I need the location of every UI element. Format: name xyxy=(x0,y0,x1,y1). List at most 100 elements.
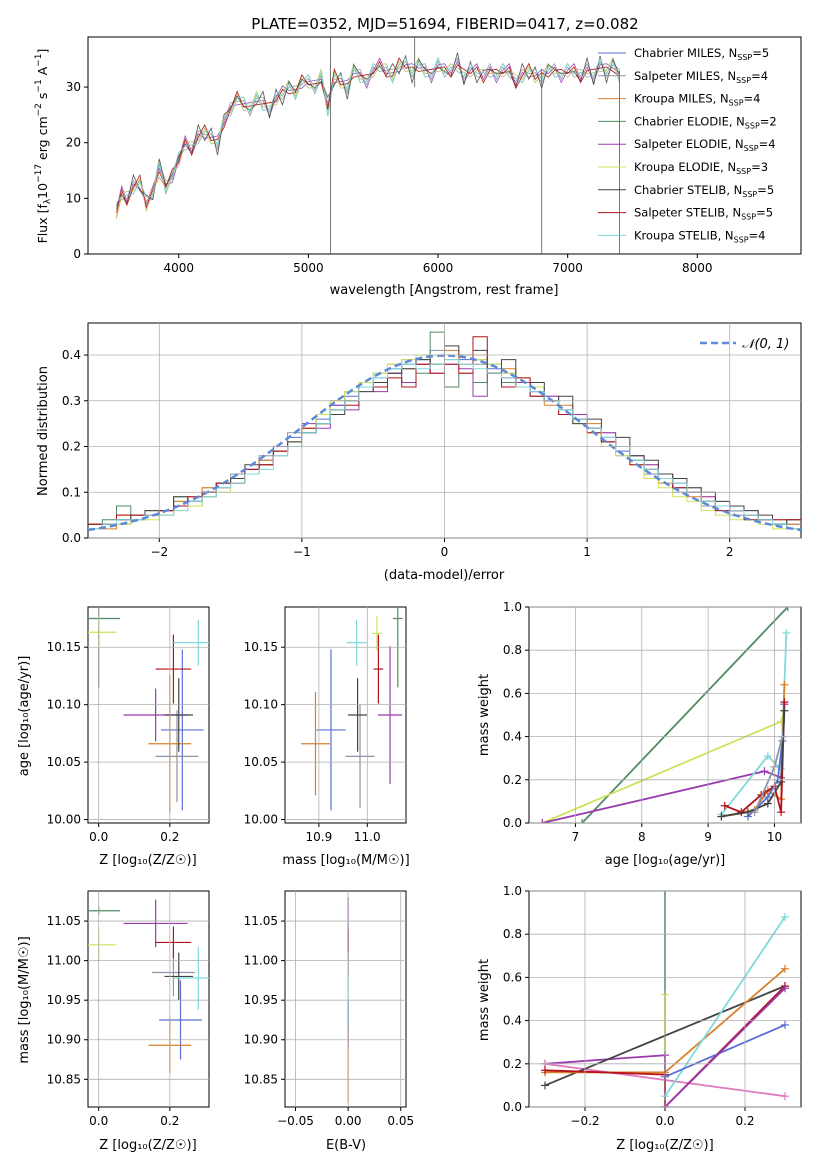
y-tick-label: 10.05 xyxy=(47,755,81,769)
y-tick-label: 0.2 xyxy=(503,773,522,787)
age-vs-z-panel: 0.0 0.2 10.00 10.05 10.10 10.15 Z [log₁₀(Z/Z☉… xyxy=(17,606,210,868)
x-tick-label: −0.2 xyxy=(570,1114,599,1128)
legend-sub: SSP xyxy=(729,99,744,108)
y-tick-label: 10.95 xyxy=(244,993,278,1007)
y-tick-label: 11.00 xyxy=(244,954,278,968)
age-mass-frame xyxy=(284,606,407,824)
y-tick-label: 0.4 xyxy=(503,730,522,744)
legend-entry: Salpeter STELIB, NSSP=5 xyxy=(634,206,773,222)
x-tick-label: 0.0 xyxy=(89,830,108,844)
x-tick-label: 0.0 xyxy=(89,1114,108,1128)
y-tick-label: 0 xyxy=(73,247,81,261)
spectrum-legend: Chabrier MILES, NSSP=5 Salpeter MILES, NS… xyxy=(598,46,777,244)
mass-ebv-xlabel: E(B-V) xyxy=(326,1138,366,1153)
x-tick-label: −0.05 xyxy=(277,1114,314,1128)
y-tick-label: 30 xyxy=(66,80,81,94)
age-vs-mass-panel: 10.9 11.0 10.00 10.05 10.10 10.15 mass [log₁₀… xyxy=(244,606,410,868)
age-mass-axes: 10.9 11.0 10.00 10.05 10.10 10.15 xyxy=(244,607,406,844)
y-tick-label: 0.6 xyxy=(503,970,522,984)
spectrum-line xyxy=(116,57,620,217)
y-tick-label: 0.2 xyxy=(503,1057,522,1071)
y-tick-label: 1.0 xyxy=(503,600,522,614)
x-tick-label: 1 xyxy=(583,545,591,559)
spectrum-line xyxy=(116,56,620,204)
x-tick-label: 2 xyxy=(726,545,734,559)
x-tick-label: 7 xyxy=(572,830,580,844)
residual-xlabel: (data-model)/error xyxy=(384,568,505,583)
residual-panel: −2 −1 0 1 2 0.0 0.1 0.2 0.3 0.4 (data-model)/erro… xyxy=(36,322,802,583)
weight-line xyxy=(664,987,786,1107)
weight-line xyxy=(581,607,789,823)
x-tick-label: 8000 xyxy=(682,261,713,275)
x-tick-label: 8 xyxy=(638,830,646,844)
x-tick-label: 0.2 xyxy=(735,1114,754,1128)
legend-entry: Kroupa STELIB, NSSP=4 xyxy=(634,228,765,244)
spectrum-frame xyxy=(87,36,802,255)
y-tick-label: 0.4 xyxy=(62,348,81,362)
y-tick-label: 0.2 xyxy=(62,440,81,454)
mass-ebv-axes: −0.05 0.00 0.05 10.85 10.90 10.95 11.00 11.05 xyxy=(244,891,414,1128)
spectrum-axes: 4000 5000 6000 7000 8000 0 10 20 30 xyxy=(66,80,713,275)
legend-n: =3 xyxy=(751,160,768,174)
weight-z-ylabel: mass weight xyxy=(477,959,492,1041)
legend-entry: Salpeter MILES, NSSP=4 xyxy=(634,69,768,85)
y-tick-label: 0.6 xyxy=(503,686,522,700)
age-z-axes: 0.0 0.2 10.00 10.05 10.10 10.15 xyxy=(47,607,209,844)
weight-age-ylabel: mass weight xyxy=(477,674,492,756)
spectrum-line xyxy=(116,57,620,210)
y-tick-label: 10.15 xyxy=(47,640,81,654)
x-tick-label: 9 xyxy=(704,830,712,844)
weight-line xyxy=(544,1054,666,1107)
x-tick-label: 10.9 xyxy=(306,830,333,844)
legend-entry: Salpeter ELODIE, NSSP=4 xyxy=(634,137,776,153)
weight-line xyxy=(721,684,786,818)
legend-sub: SSP xyxy=(741,213,756,222)
age-z-plot-area xyxy=(88,607,209,813)
y-tick-label: 0.0 xyxy=(62,531,81,545)
age-z-frame xyxy=(87,606,210,824)
y-tick-label: 0.4 xyxy=(503,1014,522,1028)
spectrum-ylabel: Flux [fλ10−17 erg cm−2 s−1 A−1] xyxy=(34,49,53,244)
y-tick-label: 11.00 xyxy=(47,954,81,968)
x-tick-label: 0.00 xyxy=(335,1114,362,1128)
mass-z-frame xyxy=(87,890,210,1108)
gaussian-legend-label: 𝒩(0, 1) xyxy=(742,337,789,352)
x-tick-label: 0.0 xyxy=(655,1114,674,1128)
spectrum-line xyxy=(116,57,620,207)
x-tick-label: 0.05 xyxy=(387,1114,414,1128)
x-tick-label: 0 xyxy=(441,545,449,559)
x-tick-label: −2 xyxy=(150,545,168,559)
legend-n: =4 xyxy=(744,92,761,106)
mass-vs-z-panel: 0.0 0.2 10.85 10.90 10.95 11.00 11.05 Z [log₁₀… xyxy=(17,890,210,1153)
legend-n: =5 xyxy=(756,206,773,220)
legend-entry: Kroupa ELODIE, NSSP=3 xyxy=(634,160,768,176)
x-tick-label: 10 xyxy=(767,830,782,844)
y-tick-label: 10.10 xyxy=(47,698,81,712)
x-tick-label: 7000 xyxy=(552,261,583,275)
mass-vs-ebv-panel: −0.05 0.00 0.05 10.85 10.90 10.95 11.00 11.05 E… xyxy=(244,890,414,1153)
y-tick-label: 10.85 xyxy=(47,1072,81,1086)
legend-n: =5 xyxy=(757,183,774,197)
age-z-ylabel: age [log₁₀(age/yr)] xyxy=(17,656,32,777)
spectrum-line xyxy=(116,57,620,213)
residual-axes: −2 −1 0 1 2 0.0 0.1 0.2 0.3 0.4 xyxy=(62,323,801,559)
y-tick-label: 0.0 xyxy=(503,816,522,830)
legend-sub: SSP xyxy=(737,53,752,62)
x-tick-label: 6000 xyxy=(423,261,454,275)
weight-line xyxy=(664,1024,786,1078)
legend-sub: SSP xyxy=(734,235,749,244)
y-tick-label: 10.85 xyxy=(244,1072,278,1086)
x-tick-label: −1 xyxy=(293,545,311,559)
legend-n: =4 xyxy=(749,228,766,242)
x-tick-label: 11.0 xyxy=(354,830,381,844)
y-tick-label: 10.90 xyxy=(47,1033,81,1047)
residual-ylabel: Normed distribution xyxy=(36,366,51,496)
spectrum-plot-area xyxy=(116,37,620,254)
mass-z-axes: 0.0 0.2 10.85 10.90 10.95 11.00 11.05 xyxy=(47,891,209,1128)
legend-n: =2 xyxy=(760,114,777,128)
legend-sub: SSP xyxy=(744,144,759,153)
figure-title: PLATE=0352, MJD=51694, FIBERID=0417, z=0… xyxy=(251,15,638,33)
y-tick-label: 10.95 xyxy=(47,993,81,1007)
legend-sub: SSP xyxy=(745,121,760,130)
